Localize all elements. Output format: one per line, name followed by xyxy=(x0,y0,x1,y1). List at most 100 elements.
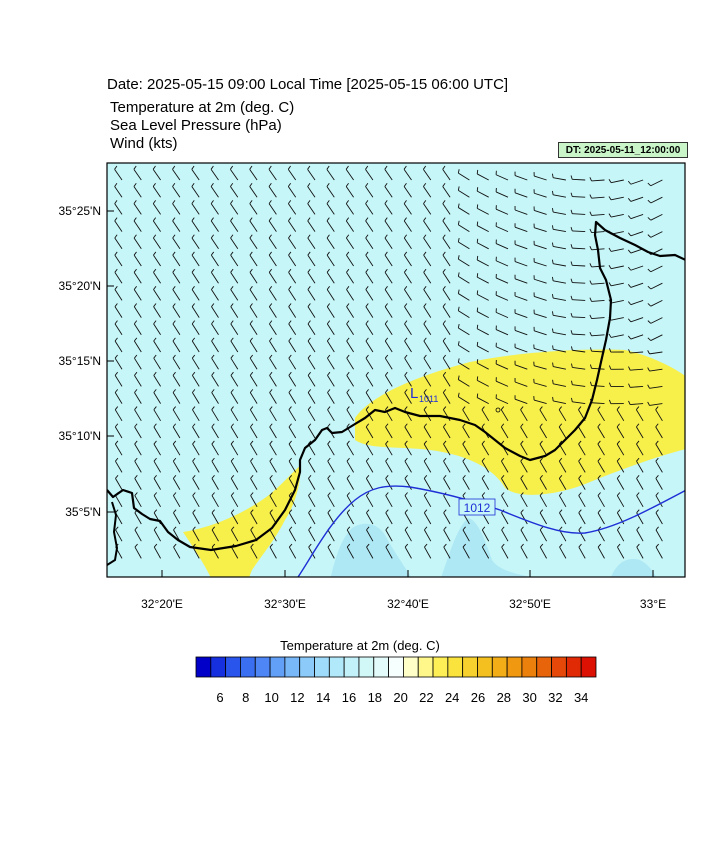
wind-barb-feather xyxy=(191,354,196,359)
wind-barb-feather xyxy=(647,367,650,372)
wind-barb xyxy=(230,220,239,232)
wind-barb-feather xyxy=(288,337,292,342)
wind-barb xyxy=(230,272,239,284)
wind-barb-feather xyxy=(269,457,273,462)
wind-barb-feather xyxy=(552,345,554,350)
wind-barb-feather xyxy=(616,440,621,445)
wind-barb-feather xyxy=(443,509,447,514)
wind-barb-feather xyxy=(616,423,620,428)
wind-barb xyxy=(326,220,335,232)
wind-barb-feather xyxy=(326,303,331,307)
wind-barb xyxy=(572,333,586,336)
wind-barb-feather xyxy=(134,526,138,531)
wind-barb xyxy=(385,443,393,456)
wind-barb xyxy=(346,460,354,473)
wind-barb-feather xyxy=(152,165,156,170)
wind-barb-feather xyxy=(134,354,138,359)
wind-barb xyxy=(133,254,142,267)
wind-barb-feather xyxy=(571,363,573,368)
wind-barb xyxy=(591,402,605,405)
wind-barb-feather xyxy=(133,286,137,290)
wind-barb xyxy=(153,254,161,267)
colorbar-swatch xyxy=(328,656,345,678)
wind-barb-feather xyxy=(442,200,446,204)
wind-barb xyxy=(211,426,219,439)
wind-barb xyxy=(514,261,528,267)
wind-barb xyxy=(636,546,644,559)
wind-barb-feather xyxy=(152,217,157,222)
wind-barb xyxy=(458,207,470,215)
wind-barb-feather xyxy=(269,440,273,445)
colorbar-label: 14 xyxy=(315,690,331,705)
wind-barb xyxy=(462,460,470,473)
wind-barb xyxy=(230,443,239,456)
wind-barb-feather xyxy=(211,440,215,445)
wind-barb-feather xyxy=(442,371,447,376)
wind-barb-feather xyxy=(365,371,369,376)
wind-barb xyxy=(230,409,239,422)
wind-barb xyxy=(442,186,451,198)
wind-barb-feather xyxy=(501,457,505,462)
wind-barb-feather xyxy=(501,475,505,479)
wind-barb-feather xyxy=(327,492,331,496)
wind-barb-feather xyxy=(133,165,137,170)
wind-barb-feather xyxy=(655,440,659,445)
wind-barb-feather xyxy=(655,509,659,514)
colorbar-swatch xyxy=(388,656,404,678)
wind-barb-feather xyxy=(481,526,486,531)
low-pressure-value: 1011 xyxy=(419,394,438,404)
wind-barb xyxy=(172,203,181,215)
wind-barb-feather xyxy=(230,320,234,325)
wind-barb-feather xyxy=(589,364,592,369)
wind-barb xyxy=(597,426,605,439)
wind-barb xyxy=(442,220,451,232)
wind-barb-feather xyxy=(608,348,612,353)
wind-barb xyxy=(616,460,625,473)
wind-barb-feather xyxy=(647,268,652,273)
wind-barb-feather xyxy=(443,475,447,479)
wind-barb xyxy=(153,237,161,250)
wind-barb-feather xyxy=(268,251,272,256)
wind-barb xyxy=(403,237,412,250)
wind-barb-feather xyxy=(404,423,408,428)
wind-barb xyxy=(384,357,393,370)
wind-barb-feather xyxy=(385,440,389,445)
wind-barb-feather xyxy=(288,526,293,531)
wind-barb-feather xyxy=(384,165,388,170)
wind-barb xyxy=(476,242,489,250)
wind-barb-feather xyxy=(345,217,350,222)
wind-barb xyxy=(365,443,374,456)
wind-barb-feather xyxy=(192,423,196,428)
wind-barb xyxy=(572,384,586,387)
wind-barb xyxy=(534,330,547,336)
wind-barb xyxy=(153,340,161,353)
wind-barb-feather xyxy=(230,492,235,496)
wind-barb xyxy=(476,328,489,336)
wind-barb xyxy=(268,306,277,318)
wind-barb xyxy=(591,179,605,182)
wind-barb xyxy=(462,478,470,490)
wind-barb-feather xyxy=(558,406,563,410)
wind-barb xyxy=(114,237,123,250)
wind-barb xyxy=(308,512,316,525)
wind-barb xyxy=(423,323,432,336)
wind-barb-feather xyxy=(346,337,350,342)
wind-barb-feather xyxy=(269,543,273,548)
wind-barb-feather xyxy=(153,526,158,531)
wind-barb-feather xyxy=(269,354,273,359)
lat-label: 35°15'N xyxy=(59,354,101,368)
wind-barb xyxy=(268,237,277,250)
wind-barb-feather xyxy=(539,406,543,410)
wind-barb-feather xyxy=(385,543,389,548)
wind-barb xyxy=(520,546,528,559)
colorbar-swatch xyxy=(462,656,478,678)
wind-barb xyxy=(288,512,297,525)
wind-barb xyxy=(617,546,625,559)
wind-barb-feather xyxy=(269,475,273,479)
wind-barb-feather xyxy=(134,457,138,462)
colorbar-swatch xyxy=(254,656,271,678)
wind-barb-feather xyxy=(404,509,408,514)
wind-barb xyxy=(288,254,297,267)
wind-barb-feather xyxy=(211,509,215,514)
wind-barb xyxy=(191,323,200,336)
